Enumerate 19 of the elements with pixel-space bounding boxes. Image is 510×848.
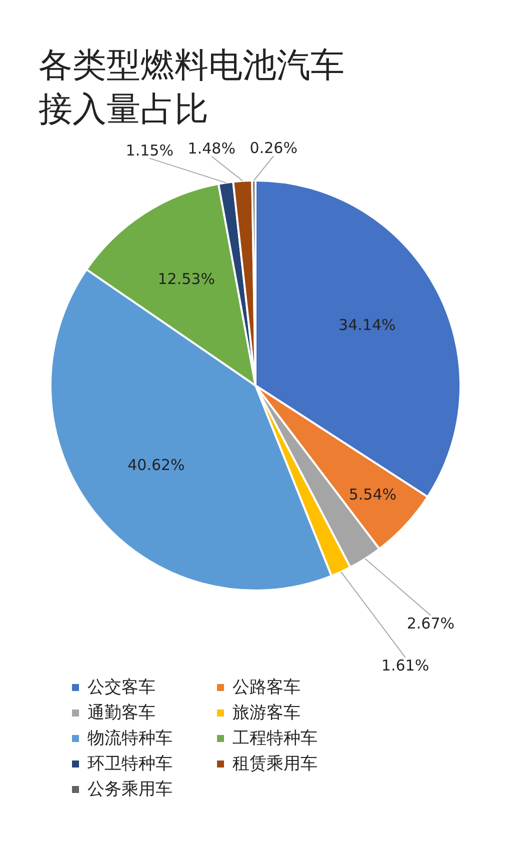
legend-label: 工程特种车 — [232, 728, 318, 748]
data-label: 1.61% — [381, 656, 430, 674]
legend-label: 通勤客车 — [88, 703, 156, 723]
data-label: 34.14% — [338, 316, 396, 334]
data-label: 0.26% — [250, 138, 298, 157]
legend-label: 公路客车 — [232, 678, 300, 698]
legend-label: 物流特种车 — [88, 728, 172, 748]
data-label: 2.67% — [406, 614, 454, 632]
legend-label: 租赁乘用车 — [232, 754, 318, 774]
data-label: 5.54% — [348, 485, 397, 504]
data-label: 1.48% — [188, 139, 236, 158]
legend-label: 旅游客车 — [232, 703, 300, 723]
chart-title: 各类型燃料电池汽车接入量占比 — [38, 46, 344, 130]
data-label: 40.62% — [128, 456, 185, 474]
data-label: 12.53% — [158, 270, 215, 288]
legend-label: 环卫特种车 — [88, 754, 172, 774]
legend-label: 公务乘用车 — [88, 780, 172, 800]
legend-label: 公交客车 — [88, 678, 156, 698]
data-label: 1.15% — [126, 141, 174, 160]
